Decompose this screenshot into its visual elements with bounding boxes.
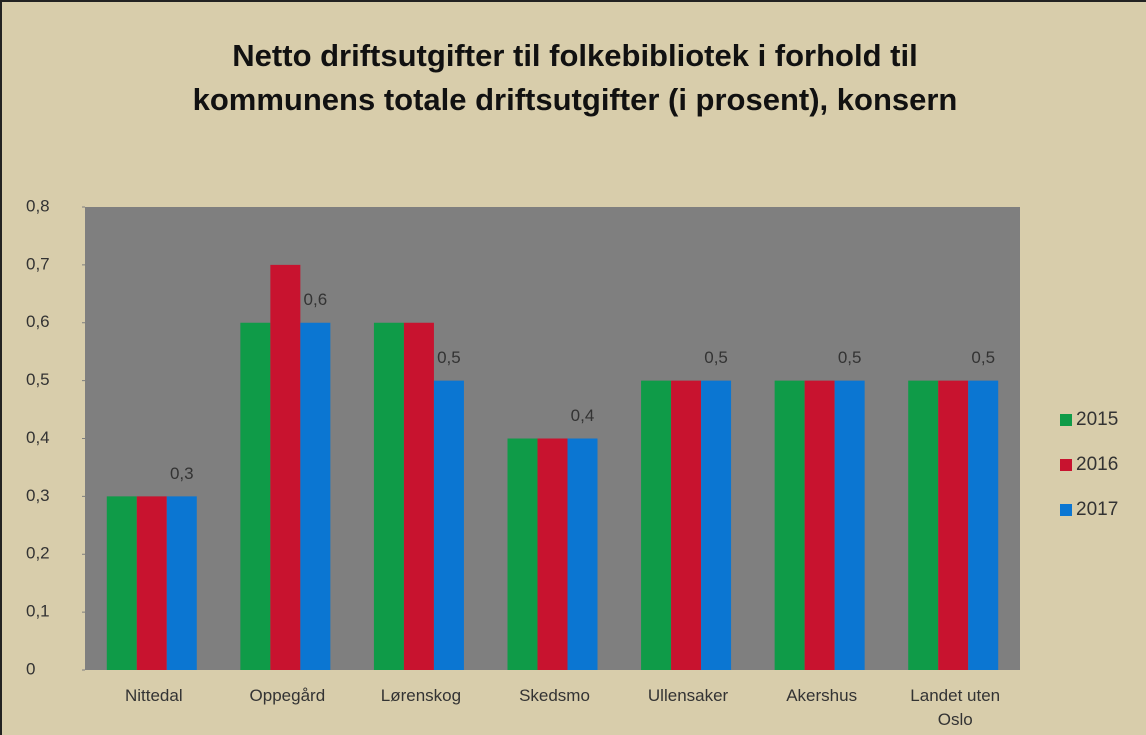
bar	[641, 380, 672, 670]
y-tick-label: 0,8	[26, 196, 50, 215]
bar	[834, 380, 865, 670]
legend-label: 2017	[1076, 499, 1118, 520]
x-tick-label: Nittedal	[124, 686, 183, 705]
bar	[403, 322, 434, 670]
data-label: 0,5	[971, 348, 995, 367]
y-tick-label: 0,4	[26, 428, 50, 447]
legend-label: 2015	[1076, 409, 1118, 430]
bar	[701, 380, 732, 670]
bar	[968, 380, 999, 670]
bar	[804, 380, 835, 670]
bar	[270, 264, 301, 670]
y-tick-label: 0,6	[26, 312, 50, 331]
bar	[373, 322, 404, 670]
y-tick-label: 0,5	[26, 370, 50, 389]
data-label: 0,5	[838, 348, 862, 367]
x-tick-label: Oppegård	[249, 686, 326, 705]
bar	[671, 380, 702, 670]
data-label: 0,3	[170, 464, 194, 483]
legend-swatch	[1060, 414, 1072, 426]
bar	[938, 380, 969, 670]
bar	[567, 438, 598, 670]
x-tick-label: Akershus	[786, 686, 858, 705]
x-tick-label: Skedsmo	[519, 686, 590, 705]
data-label: 0,4	[571, 406, 595, 425]
x-tick-label: Landet uten Oslo	[910, 686, 1001, 729]
y-tick-label: 0,7	[26, 254, 50, 273]
legend-label: 2016	[1076, 454, 1118, 475]
bar	[106, 496, 137, 670]
bar	[507, 438, 538, 670]
bar	[537, 438, 568, 670]
bar	[300, 322, 331, 670]
legend-swatch	[1060, 504, 1072, 516]
bar	[774, 380, 805, 670]
bar	[136, 496, 167, 670]
bar	[240, 322, 271, 670]
data-label: 0,5	[437, 348, 461, 367]
x-tick-label: Ullensaker	[647, 686, 729, 705]
data-label: 0,6	[304, 290, 328, 309]
x-tick-label: Lørenskog	[380, 686, 462, 705]
data-label: 0,5	[704, 348, 728, 367]
y-tick-label: 0	[26, 659, 35, 678]
bar	[908, 380, 939, 670]
chart-title: Netto driftsutgifter til folkebibliotek …	[192, 38, 958, 117]
y-tick-label: 0,1	[26, 602, 50, 621]
legend-swatch	[1060, 459, 1072, 471]
y-tick-label: 0,3	[26, 486, 50, 505]
y-tick-label: 0,2	[26, 544, 50, 563]
bar	[433, 380, 464, 670]
bar	[166, 496, 197, 670]
